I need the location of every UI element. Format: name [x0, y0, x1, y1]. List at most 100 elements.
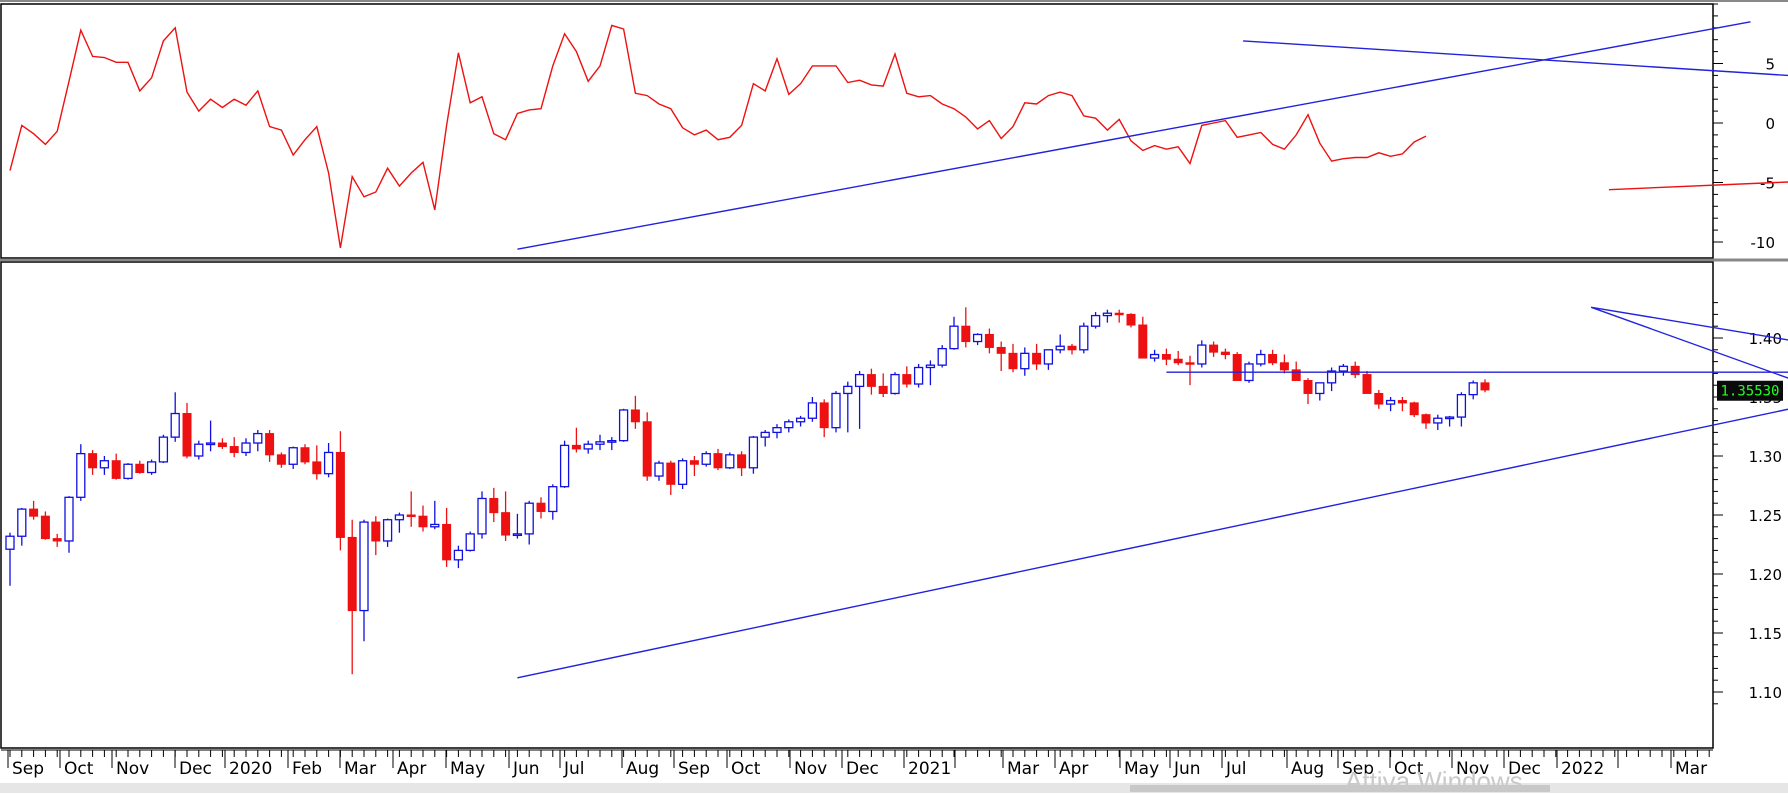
- candle-body-up[interactable]: [253, 432, 263, 444]
- candle-body-down[interactable]: [1291, 369, 1301, 381]
- candle-body-down[interactable]: [217, 442, 227, 448]
- candle-body-down[interactable]: [29, 508, 39, 517]
- candle-body-down[interactable]: [1138, 324, 1148, 359]
- candle-body-down[interactable]: [1362, 374, 1372, 394]
- candle-body-down[interactable]: [819, 402, 829, 429]
- candle-body-up[interactable]: [925, 364, 936, 369]
- candle-body-up[interactable]: [1043, 349, 1054, 365]
- candle-body-up[interactable]: [1102, 312, 1113, 317]
- candle-body-up[interactable]: [76, 452, 86, 498]
- candle-body-down[interactable]: [1161, 354, 1171, 360]
- candle-body-up[interactable]: [1256, 353, 1266, 365]
- candle-body-down[interactable]: [902, 374, 912, 385]
- candle-body-up[interactable]: [760, 431, 770, 438]
- candle-body-down[interactable]: [442, 523, 452, 561]
- candle-body-up[interactable]: [99, 460, 110, 469]
- candle-body-down[interactable]: [642, 421, 652, 477]
- candle-body-up[interactable]: [465, 533, 475, 552]
- candle-body-down[interactable]: [300, 447, 310, 463]
- candle-body-up[interactable]: [1456, 393, 1467, 418]
- candle-body-up[interactable]: [807, 402, 818, 419]
- candle-body-up[interactable]: [394, 514, 405, 521]
- candle-body-up[interactable]: [359, 521, 369, 612]
- candle-body-down[interactable]: [1220, 351, 1230, 356]
- candle-body-up[interactable]: [937, 347, 947, 366]
- candle-body-down[interactable]: [961, 325, 971, 343]
- candle-body-down[interactable]: [135, 463, 145, 474]
- candle-body-down[interactable]: [878, 385, 888, 394]
- candle-body-down[interactable]: [984, 333, 994, 348]
- candle-body-down[interactable]: [689, 460, 699, 465]
- candle-body-down[interactable]: [418, 515, 428, 528]
- candle-body-down[interactable]: [1480, 382, 1490, 391]
- candle-body-up[interactable]: [677, 460, 688, 485]
- candle-body-down[interactable]: [1374, 392, 1384, 405]
- candle-body-up[interactable]: [453, 549, 464, 561]
- candle-body-up[interactable]: [1197, 344, 1207, 365]
- candle-body-down[interactable]: [630, 409, 640, 423]
- candle-body-up[interactable]: [890, 373, 900, 395]
- candle-body-down[interactable]: [347, 536, 357, 612]
- candle-body-down[interactable]: [1185, 362, 1195, 365]
- candle-body-down[interactable]: [371, 521, 381, 542]
- candle-body-down[interactable]: [312, 461, 322, 475]
- candle-body-down[interactable]: [52, 538, 62, 542]
- candle-body-up[interactable]: [205, 442, 216, 446]
- candle-body-up[interactable]: [618, 409, 629, 442]
- candle-body-up[interactable]: [1338, 365, 1349, 372]
- candle-body-down[interactable]: [276, 454, 286, 465]
- candle-body-up[interactable]: [123, 463, 133, 480]
- candle-body-up[interactable]: [949, 325, 959, 350]
- candle-body-up[interactable]: [831, 392, 841, 429]
- candle-body-up[interactable]: [194, 443, 204, 457]
- candle-body-down[interactable]: [501, 512, 511, 536]
- candle-body-down[interactable]: [182, 413, 192, 457]
- candle-body-up[interactable]: [1433, 417, 1443, 424]
- price-trendline[interactable]: [517, 371, 1788, 679]
- candle-body-up[interactable]: [583, 443, 593, 450]
- candle-body-up[interactable]: [323, 451, 334, 475]
- candle-body-down[interactable]: [40, 515, 50, 540]
- candle-body-down[interactable]: [1268, 354, 1278, 364]
- candle-body-down[interactable]: [335, 451, 345, 538]
- oscillator-trendline[interactable]: [1243, 40, 1788, 153]
- candle-body-up[interactable]: [701, 452, 711, 465]
- candle-body-up[interactable]: [17, 508, 27, 537]
- candle-body-up[interactable]: [512, 533, 523, 537]
- candle-body-down[interactable]: [265, 433, 275, 456]
- candle-body-up[interactable]: [913, 366, 924, 385]
- candle-body-up[interactable]: [170, 412, 180, 438]
- candle-body-down[interactable]: [489, 497, 499, 514]
- candle-body-up[interactable]: [477, 497, 487, 535]
- candle-body-up[interactable]: [1079, 325, 1089, 351]
- candle-body-down[interactable]: [406, 514, 416, 517]
- candle-body-down[interactable]: [666, 462, 676, 485]
- candle-body-up[interactable]: [382, 519, 393, 542]
- candle-body-up[interactable]: [146, 461, 157, 474]
- horizontal-scrollbar[interactable]: [0, 783, 1788, 793]
- candle-body-up[interactable]: [548, 486, 558, 513]
- candle-body-up[interactable]: [607, 440, 617, 443]
- candle-body-up[interactable]: [795, 417, 806, 423]
- candle-body-up[interactable]: [784, 421, 794, 429]
- price-trendline[interactable]: [1590, 306, 1788, 443]
- candle-body-down[interactable]: [866, 374, 876, 387]
- candle-body-down[interactable]: [713, 453, 723, 469]
- candle-body-up[interactable]: [772, 427, 782, 434]
- candle-body-up[interactable]: [1444, 416, 1455, 420]
- candle-body-up[interactable]: [843, 385, 853, 395]
- candle-body-up[interactable]: [5, 535, 15, 550]
- candle-body-up[interactable]: [725, 454, 735, 469]
- candle-body-up[interactable]: [1385, 399, 1396, 405]
- candle-body-up[interactable]: [1090, 314, 1101, 327]
- candle-body-down[interactable]: [536, 502, 546, 512]
- candle-body-up[interactable]: [430, 523, 440, 528]
- candle-body-up[interactable]: [1149, 353, 1160, 359]
- candle-body-down[interactable]: [229, 446, 239, 453]
- candle-body-down[interactable]: [571, 444, 581, 450]
- candle-body-down[interactable]: [1114, 312, 1124, 316]
- candle-body-down[interactable]: [1209, 344, 1219, 353]
- candle-body-up[interactable]: [748, 436, 759, 469]
- candle-body-down[interactable]: [1421, 414, 1431, 424]
